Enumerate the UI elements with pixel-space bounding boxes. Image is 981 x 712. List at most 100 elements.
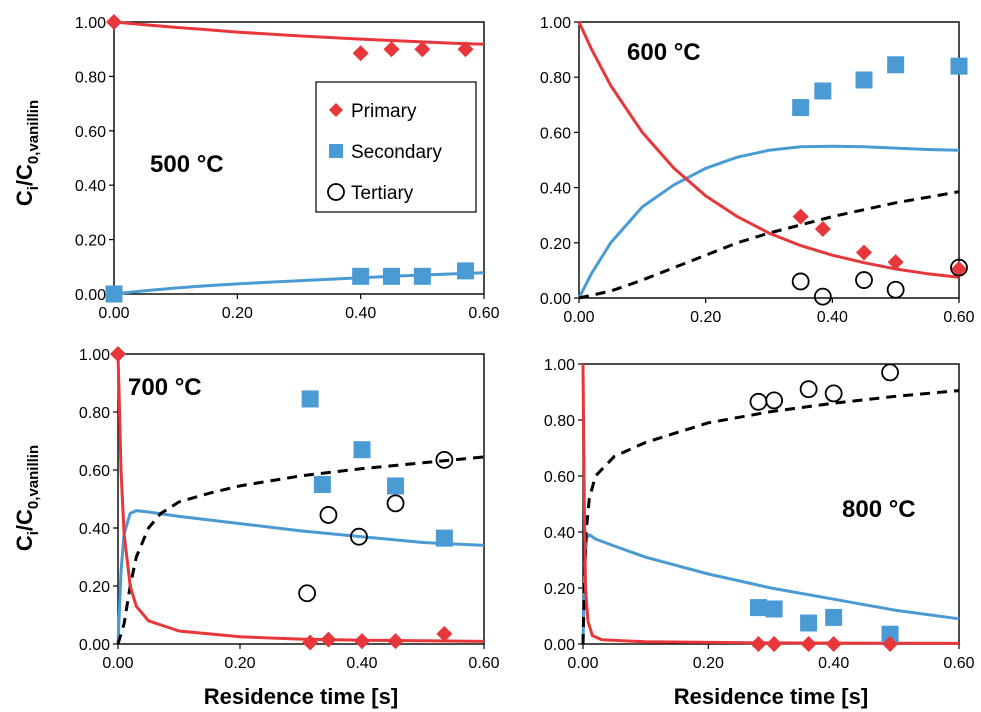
primary-data-point	[320, 631, 337, 648]
x-tick-label: 0.40	[345, 305, 376, 322]
tertiary-data-point	[791, 272, 810, 291]
legend: Primary Secondary Tertiary	[315, 81, 477, 213]
primary-data-point	[383, 41, 400, 58]
y-tick-label: 0.00	[79, 637, 110, 654]
secondary-model-curve	[116, 509, 485, 645]
x-tick-label: 0.20	[690, 309, 721, 326]
y-tick-label: 0.80	[79, 405, 110, 422]
y-tick-label: 1.00	[540, 15, 571, 32]
secondary-data-point	[457, 262, 474, 280]
y-tick-label: 1.00	[79, 347, 110, 364]
tertiary-data-point	[765, 391, 784, 410]
temperature-label: 600 °C	[627, 39, 701, 66]
y-tick-label: 0.20	[79, 579, 110, 596]
secondary-data-point	[765, 600, 783, 618]
legend-marker-secondary	[329, 144, 343, 158]
x-tick-label: 0.20	[222, 305, 253, 322]
y-tick-label: 0.80	[544, 413, 575, 430]
tertiary-model-curve	[578, 190, 960, 300]
x-tick-label: 0.40	[817, 309, 848, 326]
x-axis-title: Residence time [s]	[674, 684, 868, 709]
secondary-data-point	[352, 267, 370, 285]
legend-label: Tertiary	[351, 183, 414, 204]
svg-text:Ci/C0,vanillin: Ci/C0,vanillin	[12, 100, 42, 206]
secondary-model-curve	[577, 144, 960, 299]
y-tick-label: 0.40	[544, 525, 575, 542]
primary-data-point	[106, 14, 122, 30]
primary-data-point	[856, 244, 872, 261]
plot-frame	[117, 353, 485, 645]
y-tick-label: 0.00	[75, 287, 106, 304]
secondary-data-point	[413, 267, 431, 285]
x-tick-label: 0.40	[818, 655, 849, 672]
primary-data-point	[814, 221, 831, 237]
secondary-data-point	[383, 267, 400, 285]
legend-marker-primary	[329, 103, 343, 117]
y-tick-label: 0.00	[540, 291, 571, 308]
secondary-data-point	[814, 82, 832, 100]
secondary-data-point	[950, 57, 968, 75]
tertiary-data-point	[855, 271, 873, 289]
tertiary-data-point	[824, 384, 843, 403]
primary-data-point	[354, 633, 370, 650]
primary-data-point	[457, 41, 474, 58]
tertiary-data-point	[298, 584, 317, 603]
secondary-data-point	[313, 476, 331, 493]
primary-data-point	[887, 254, 904, 271]
y-tick-label: 0.80	[540, 70, 571, 87]
primary-data-point	[414, 41, 431, 58]
secondary-model-curve	[581, 533, 960, 645]
tertiary-data-point	[386, 494, 405, 513]
tertiary-data-point	[799, 380, 818, 399]
secondary-data-point	[825, 608, 843, 626]
secondary-data-point	[387, 477, 405, 495]
primary-data-point	[110, 346, 126, 362]
y-tick-label: 1.00	[544, 357, 575, 374]
y-tick-label: 0.60	[79, 463, 110, 480]
y-tick-label: 0.20	[75, 233, 106, 250]
x-tick-label: 0.00	[567, 655, 598, 672]
legend-label: Primary	[351, 101, 417, 122]
legend-marker-tertiary	[327, 183, 345, 201]
x-tick-label: 0.60	[943, 655, 974, 672]
y-tick-label: 0.20	[540, 236, 571, 253]
primary-data-point	[951, 261, 967, 278]
x-tick-label: 0.00	[102, 655, 133, 672]
primary-data-point	[882, 636, 899, 652]
panel-500: 0.00 0.20 0.40 0.60 0.80 1.00 0.00 0.20 0.40 0.60…	[75, 14, 500, 322]
secondary-data-point	[855, 71, 873, 89]
temperature-label: 800 °C	[842, 496, 916, 523]
primary-data-point	[750, 636, 767, 652]
plot-frame	[113, 21, 485, 295]
primary-model-curve	[577, 21, 960, 279]
secondary-data-point	[353, 441, 371, 459]
tertiary-model-curve	[116, 455, 485, 645]
x-axis-title: Residence time [s]	[204, 684, 398, 709]
tertiary-data-point	[749, 392, 768, 411]
secondary-data-point	[792, 99, 810, 117]
secondary-data-point	[887, 56, 905, 74]
primary-data-point	[387, 633, 404, 650]
x-tick-label: 0.60	[468, 305, 499, 322]
temperature-label: 500 °C	[150, 151, 224, 178]
tertiary-data-point	[350, 527, 368, 546]
y-tick-label: 0.60	[75, 124, 106, 141]
y-tick-label: 0.60	[544, 469, 575, 486]
secondary-data-point	[435, 529, 453, 547]
primary-data-point	[352, 45, 369, 62]
y-axis-title-bottom: Ci/C0,vanillin	[12, 445, 42, 551]
tertiary-data-point	[435, 450, 454, 469]
primary-model-curve	[113, 20, 485, 46]
x-tick-label: 0.20	[693, 655, 724, 672]
y-tick-label: 0.00	[544, 637, 575, 654]
x-tick-label: 0.60	[468, 655, 499, 672]
x-tick-label: 0.40	[346, 655, 377, 672]
svg-text:Ci/C0,vanillin: Ci/C0,vanillin	[12, 445, 42, 551]
x-tick-label: 0.00	[563, 309, 594, 326]
y-tick-label: 1.00	[75, 15, 106, 32]
y-axis-title-top: Ci/C0,vanillin	[12, 100, 42, 206]
x-tick-label: 0.20	[224, 655, 255, 672]
y-tick-label: 0.60	[540, 125, 571, 142]
secondary-data-point	[800, 614, 818, 632]
